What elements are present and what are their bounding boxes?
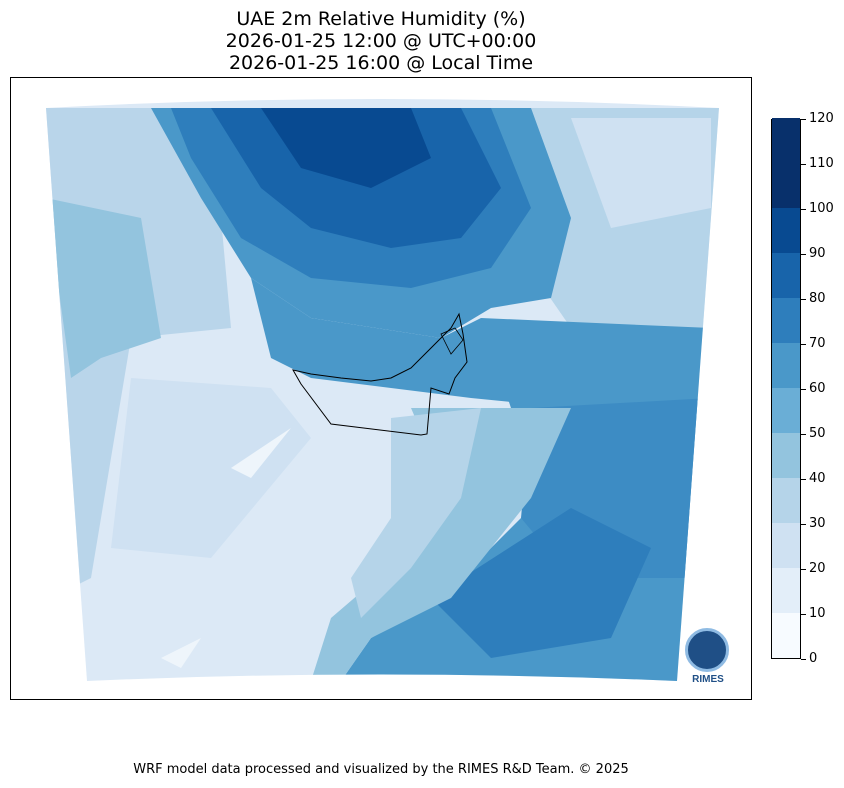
colorbar-tick [801, 254, 806, 255]
colorbar-tick [801, 524, 806, 525]
colorbar-tick [801, 434, 806, 435]
colorbar-tick-label: 120 [809, 111, 834, 126]
colorbar-tick [801, 569, 806, 570]
colorbar-tick [801, 344, 806, 345]
colorbar-tick [801, 299, 806, 300]
colorbar-tick-label: 20 [809, 561, 826, 576]
logo-globe-icon [685, 628, 729, 672]
colorbar-band [772, 477, 800, 523]
humidity-field [46, 99, 719, 681]
colorbar-tick-label: 100 [809, 201, 834, 216]
colorbar-tick [801, 209, 806, 210]
colorbar-tick-label: 60 [809, 381, 826, 396]
colorbar-tick [801, 479, 806, 480]
colorbar-band [772, 522, 800, 568]
colorbar-band [772, 432, 800, 478]
colorbar-tick [801, 389, 806, 390]
humidity-map [46, 99, 719, 681]
map-frame: RIMES [10, 77, 752, 700]
colorbar-band [772, 612, 800, 658]
colorbar-band [772, 117, 800, 163]
utc-time-line: 2026-01-25 12:00 @ UTC+00:00 [225, 30, 537, 52]
colorbar-band [772, 297, 800, 343]
colorbar-tick [801, 614, 806, 615]
rimes-logo: RIMES [681, 626, 741, 690]
uae-border [292, 312, 468, 436]
colorbar-band [772, 207, 800, 253]
colorbar-tick-label: 110 [809, 156, 834, 171]
colorbar-band [772, 252, 800, 298]
local-time-line: 2026-01-25 16:00 @ Local Time [228, 52, 534, 74]
colorbar-tick [801, 164, 806, 165]
footer-credit: WRF model data processed and visualized … [133, 762, 629, 777]
colorbar-tick [801, 119, 806, 120]
colorbar-band [772, 162, 800, 208]
colorbar-band [772, 387, 800, 433]
colorbar [771, 117, 801, 659]
colorbar-tick-label: 80 [809, 291, 826, 306]
colorbar-tick-label: 70 [809, 336, 826, 351]
colorbar-tick-label: 90 [809, 246, 826, 261]
logo-text: RIMES [692, 674, 724, 685]
colorbar-tick-label: 40 [809, 471, 826, 486]
musandam-border [440, 327, 464, 355]
colorbar-band [772, 567, 800, 613]
map-title: UAE 2m Relative Humidity (%) [236, 8, 526, 30]
colorbar-tick-label: 0 [809, 651, 818, 666]
colorbar-tick-label: 30 [809, 516, 826, 531]
colorbar-tick [801, 659, 806, 660]
colorbar-tick-label: 50 [809, 426, 826, 441]
colorbar-band [772, 342, 800, 388]
colorbar-tick-label: 10 [809, 606, 826, 621]
